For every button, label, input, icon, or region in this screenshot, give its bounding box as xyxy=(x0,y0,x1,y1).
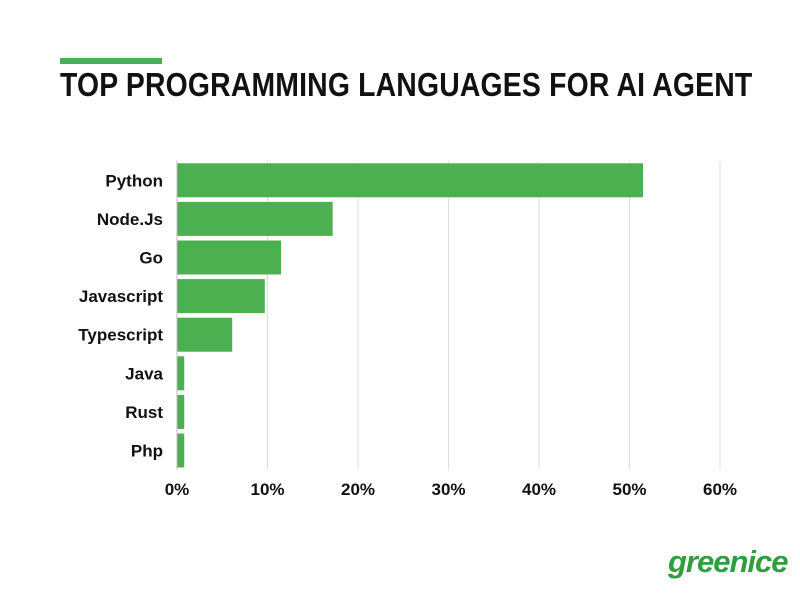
x-tick-label: 0% xyxy=(165,480,190,499)
category-label: Python xyxy=(105,171,163,190)
title-accent-bar xyxy=(60,58,162,64)
x-tick-label: 30% xyxy=(431,480,465,499)
chart-title: TOP PROGRAMMING LANGUAGES FOR AI AGENT xyxy=(60,66,753,103)
bar-typescript xyxy=(177,317,233,352)
category-label: Go xyxy=(139,249,163,268)
bar-javascript xyxy=(177,279,265,314)
category-label: Typescript xyxy=(78,326,163,345)
x-tick-label: 50% xyxy=(612,480,646,499)
category-label: Php xyxy=(131,442,163,461)
bar-php xyxy=(177,433,185,468)
x-tick-label: 40% xyxy=(522,480,556,499)
greenice-logo: greenice xyxy=(668,544,789,579)
x-tick-label: 20% xyxy=(341,480,375,499)
bar-rust xyxy=(177,394,185,429)
bar-java xyxy=(177,356,185,391)
category-label: Javascript xyxy=(79,287,163,306)
x-tick-label: 60% xyxy=(703,480,737,499)
x-tick-label: 10% xyxy=(250,480,284,499)
category-label: Node.Js xyxy=(97,210,163,229)
bar-python xyxy=(177,163,644,198)
category-label: Rust xyxy=(125,403,163,422)
category-label: Java xyxy=(125,364,163,383)
bar-node-js xyxy=(177,201,333,236)
bar-go xyxy=(177,240,282,275)
